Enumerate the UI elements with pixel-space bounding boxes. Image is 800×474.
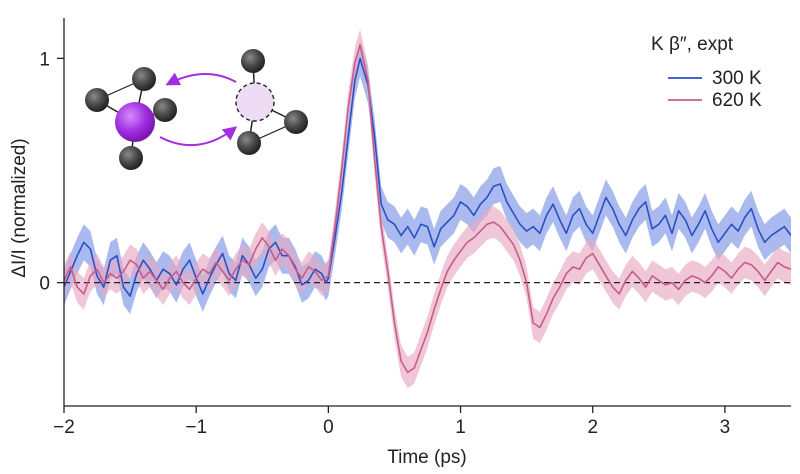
atom-dark [153, 98, 177, 122]
hop-arrow-icon [159, 126, 238, 147]
confidence-band-300k [64, 40, 791, 315]
y-axis-label: ΔI/I (normalized) [9, 138, 30, 277]
atom-moving [115, 102, 155, 142]
hop-arrow-icon [165, 72, 237, 86]
atom-dark [241, 49, 265, 73]
legend-title: K β″, expt [651, 34, 734, 55]
x-tick-label: 1 [455, 417, 466, 438]
confidence-band-620k [64, 29, 791, 389]
axes: −2 −1 0 1 2 3 01 Time (ps) ΔI/I (normalized) [9, 18, 791, 468]
x-tick-label: −2 [53, 417, 75, 438]
series-line-620k [64, 44, 791, 374]
x-tick-label: 2 [587, 417, 598, 438]
legend: K β″, expt 300 K 620 K [651, 34, 762, 111]
legend-label-620k: 620 K [712, 90, 762, 111]
atomic-hopping-diagram [85, 49, 308, 170]
confidence-bands [64, 29, 791, 389]
x-tick-label: −1 [185, 417, 207, 438]
atom-dark [119, 146, 143, 170]
y-tick-label: 0 [39, 274, 50, 295]
series-line-300k [64, 57, 791, 297]
x-tick-label: 3 [720, 417, 731, 438]
series-lines [64, 44, 791, 374]
atom-dark [284, 110, 308, 134]
atom-dark [237, 131, 261, 155]
x-ticks: −2 −1 0 1 2 3 [53, 406, 730, 438]
atom-dark [132, 67, 156, 91]
y-ticks: 01 [39, 49, 64, 295]
plot-area [64, 29, 791, 389]
legend-label-300k: 300 K [712, 68, 762, 89]
atom-dark [85, 88, 109, 112]
x-axis-label: Time (ps) [387, 447, 467, 468]
vacancy-site [235, 82, 275, 122]
y-tick-label: 1 [39, 49, 50, 70]
x-tick-label: 0 [323, 417, 334, 438]
